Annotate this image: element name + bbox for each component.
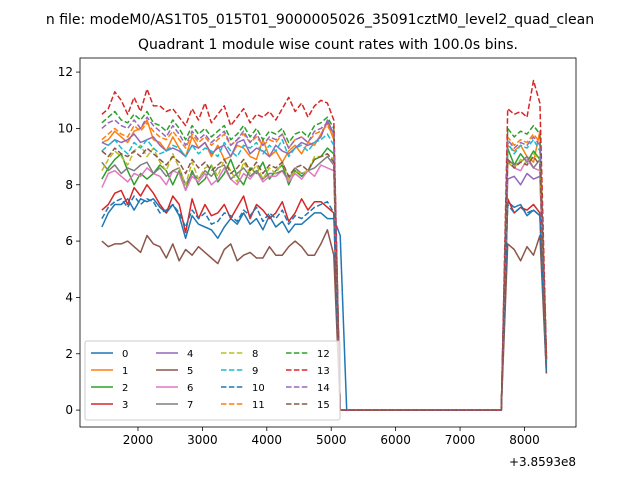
y-tick-label: 12 bbox=[58, 65, 73, 79]
series-line-15 bbox=[101, 147, 548, 411]
legend-label-13: 13 bbox=[317, 366, 330, 377]
legend-label-14: 14 bbox=[317, 383, 330, 394]
plot-area: 2000 3000 4000 5000 6000 7000 8000024681012012… bbox=[58, 57, 577, 447]
legend-label-0: 0 bbox=[122, 349, 128, 360]
legend-label-8: 8 bbox=[252, 349, 258, 360]
x-tick-label: 6000 bbox=[380, 433, 411, 447]
figure-suptitle: n file: modeM0/AS1T05_015T01_9000005026_… bbox=[46, 12, 594, 28]
legend-label-6: 6 bbox=[187, 383, 193, 394]
x-tick-label: 8000 bbox=[509, 433, 540, 447]
x-tick-label: 3000 bbox=[187, 433, 218, 447]
y-tick-label: 4 bbox=[65, 290, 73, 304]
legend-label-3: 3 bbox=[122, 400, 128, 411]
legend-label-12: 12 bbox=[317, 349, 330, 360]
legend-label-2: 2 bbox=[122, 383, 128, 394]
series-line-14 bbox=[101, 116, 548, 411]
series-line-10 bbox=[101, 195, 548, 411]
series-lines bbox=[101, 79, 548, 411]
y-tick-label: 2 bbox=[65, 347, 73, 361]
y-tick-label: 6 bbox=[65, 234, 73, 248]
chart-title: Quadrant 1 module wise count rates with … bbox=[138, 37, 518, 53]
legend-label-7: 7 bbox=[187, 400, 193, 411]
legend-label-4: 4 bbox=[187, 349, 193, 360]
x-offset-label: +3.8593e8 bbox=[509, 455, 576, 469]
x-tick-label: 2000 bbox=[123, 433, 154, 447]
series-line-11 bbox=[101, 122, 548, 411]
legend-label-1: 1 bbox=[122, 366, 128, 377]
y-tick-label: 8 bbox=[65, 178, 73, 192]
legend-label-15: 15 bbox=[317, 400, 330, 411]
series-line-8 bbox=[101, 144, 548, 411]
legend-label-11: 11 bbox=[252, 400, 265, 411]
legend-label-5: 5 bbox=[187, 366, 193, 377]
y-tick-label: 0 bbox=[65, 403, 73, 417]
x-tick-label: 4000 bbox=[252, 433, 283, 447]
legend-label-10: 10 bbox=[252, 383, 265, 394]
legend-box bbox=[84, 340, 341, 421]
x-tick-label: 5000 bbox=[316, 433, 347, 447]
axes-frame bbox=[79, 57, 577, 428]
series-line-9 bbox=[101, 133, 548, 411]
x-tick-label: 7000 bbox=[445, 433, 476, 447]
legend-label-9: 9 bbox=[252, 366, 258, 377]
y-tick-label: 10 bbox=[58, 121, 73, 135]
